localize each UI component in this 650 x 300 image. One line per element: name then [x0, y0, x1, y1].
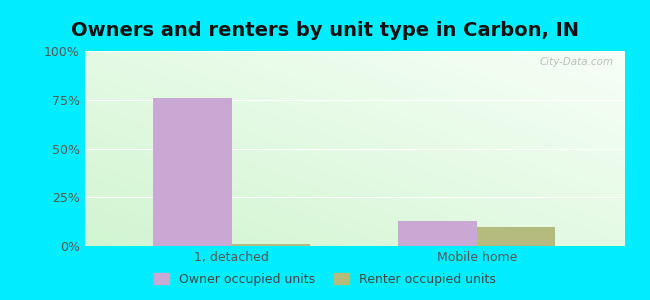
- Bar: [398, 220, 477, 246]
- Bar: [231, 244, 310, 246]
- Text: Owners and renters by unit type in Carbon, IN: Owners and renters by unit type in Carbo…: [71, 21, 579, 40]
- Legend: Owner occupied units, Renter occupied units: Owner occupied units, Renter occupied un…: [149, 268, 501, 291]
- Text: City-Data.com: City-Data.com: [539, 57, 613, 67]
- Bar: [153, 98, 231, 246]
- Bar: [477, 226, 555, 246]
